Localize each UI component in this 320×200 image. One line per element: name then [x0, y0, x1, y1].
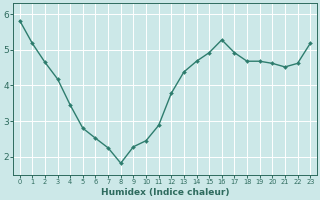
- X-axis label: Humidex (Indice chaleur): Humidex (Indice chaleur): [101, 188, 229, 197]
